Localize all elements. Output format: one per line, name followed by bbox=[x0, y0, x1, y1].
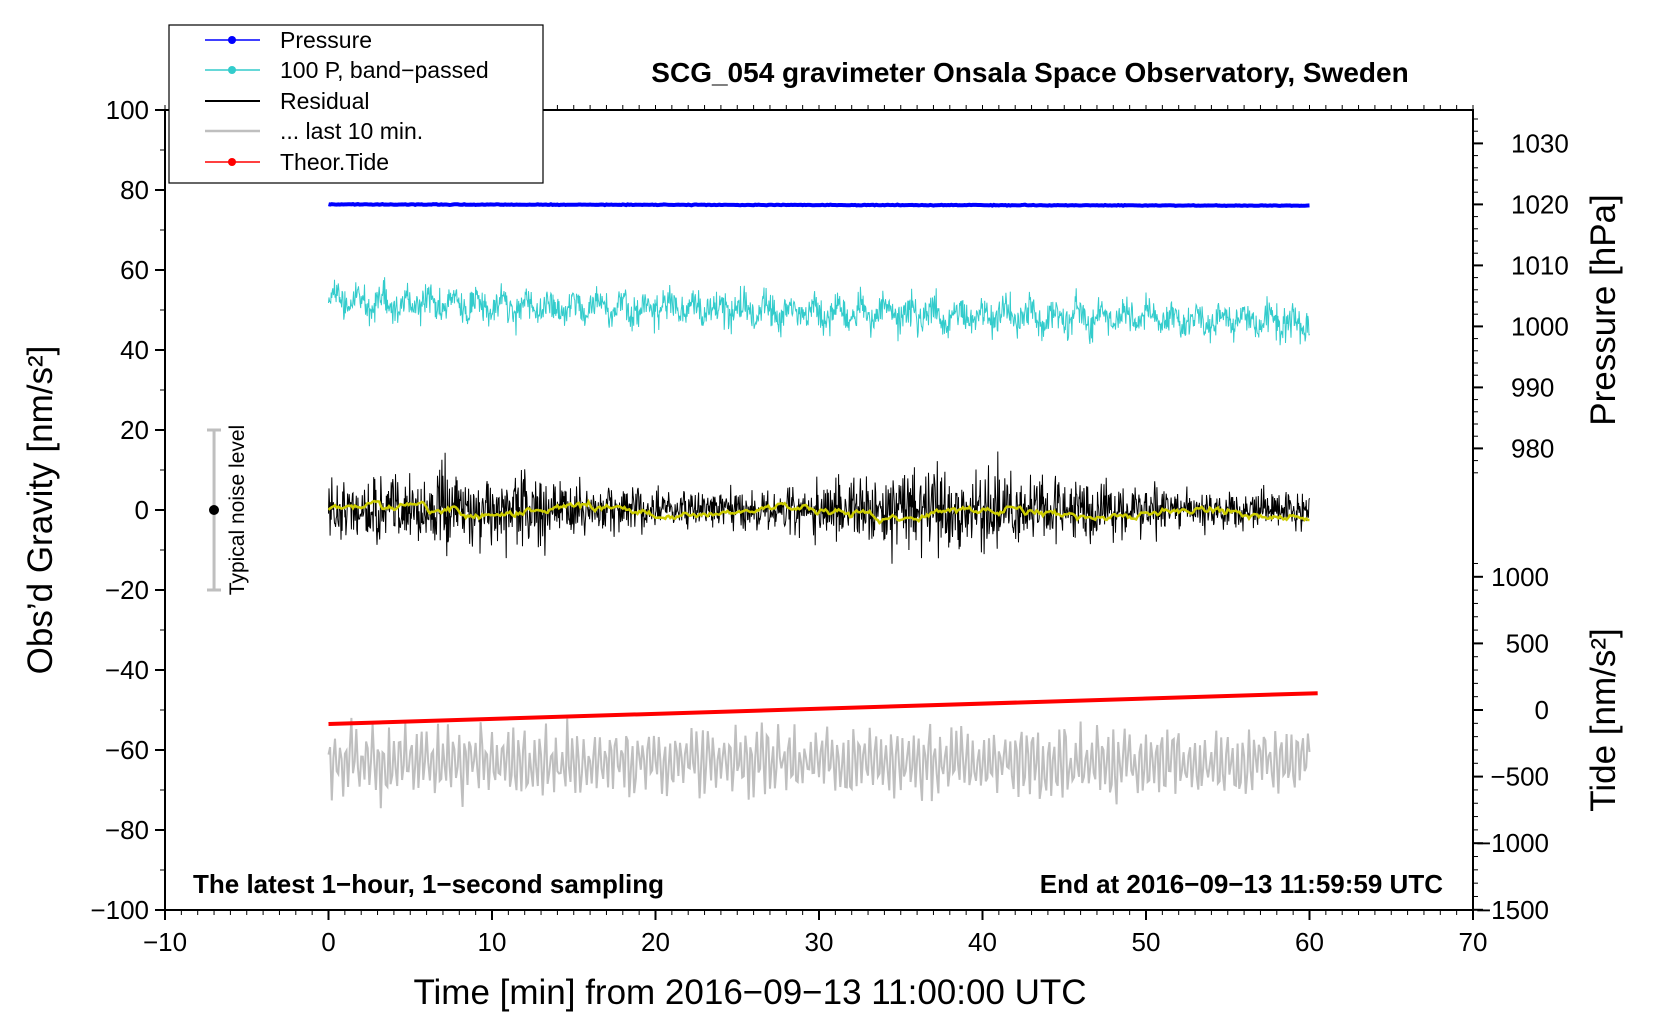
x-tick-label: 20 bbox=[641, 927, 670, 957]
legend-entry-band-passed: 100 P, band−passed bbox=[205, 57, 489, 83]
x-tick-label: 70 bbox=[1459, 927, 1488, 957]
legend-entry-last-10-min: ... last 10 min. bbox=[205, 118, 423, 144]
chart-title: SCG_054 gravimeter Onsala Space Observat… bbox=[651, 57, 1408, 88]
y-tick-label: −100 bbox=[90, 895, 149, 925]
legend-entry-pressure: Pressure bbox=[205, 27, 372, 53]
legend-marker-pressure bbox=[228, 36, 236, 44]
pressure-line bbox=[328, 202, 1310, 208]
y-axis-label-gravity: Obs’d Gravity [nm/s²] bbox=[21, 346, 60, 675]
series-layer bbox=[327, 202, 1318, 809]
band-passed-pressure-line bbox=[328, 277, 1310, 346]
legend-entry-residual: Residual bbox=[205, 88, 370, 114]
y-axis-label-tide: Tide [nm/s²] bbox=[1584, 628, 1623, 811]
pressure-tick-label: 1000 bbox=[1511, 311, 1569, 341]
tide-tick-label: 1000 bbox=[1491, 562, 1549, 592]
tide-tick-label: 0 bbox=[1535, 695, 1549, 725]
tide-tick-label: 500 bbox=[1506, 628, 1549, 658]
y-tick-label: −60 bbox=[105, 735, 149, 765]
y-tick-label: 40 bbox=[120, 335, 149, 365]
pressure-tick-label: 980 bbox=[1511, 433, 1554, 463]
y-tick-label: 80 bbox=[120, 175, 149, 205]
legend-label-last-10-min: ... last 10 min. bbox=[280, 118, 423, 144]
y-tick-label: −80 bbox=[105, 815, 149, 845]
noise-level-label: Typical noise level bbox=[226, 425, 249, 595]
legend-box bbox=[168, 24, 544, 184]
y-tick-label: −20 bbox=[105, 575, 149, 605]
x-tick-label: 40 bbox=[968, 927, 997, 957]
tide-tick-label: −1000 bbox=[1476, 828, 1549, 858]
legend-label-residual: Residual bbox=[280, 88, 370, 114]
annotation-latest-hour: The latest 1−hour, 1−second sampling bbox=[193, 869, 664, 899]
axis-layer: −10 0 10 20 30 40 50 60 70−100−80−60−40−20020406… bbox=[90, 95, 1568, 957]
annotation-end-time: End at 2016−09−13 11:59:59 UTC bbox=[1040, 869, 1443, 899]
y-tick-label: 100 bbox=[106, 95, 149, 125]
y-tick-label: 60 bbox=[120, 255, 149, 285]
pressure-tick-label: 1020 bbox=[1511, 189, 1569, 219]
tide-tick-label: −500 bbox=[1490, 762, 1549, 792]
x-tick-label: 0 bbox=[321, 927, 335, 957]
last-10-min-line bbox=[327, 717, 1311, 809]
x-tick-label: 10 bbox=[478, 927, 507, 957]
pressure-tick-label: 1010 bbox=[1511, 250, 1569, 280]
legend-label-band-passed: 100 P, band−passed bbox=[280, 57, 489, 83]
legend: Pressure 100 P, band−passed Residual ...… bbox=[168, 24, 544, 184]
x-tick-label: −10 bbox=[143, 927, 187, 957]
tide-tick-label: −1500 bbox=[1476, 895, 1549, 925]
legend-entry-tide: Theor.Tide bbox=[205, 149, 389, 175]
theoretical-tide-line bbox=[328, 691, 1318, 726]
y-tick-label: −40 bbox=[105, 655, 149, 685]
y-tick-label: 20 bbox=[120, 415, 149, 445]
legend-label-tide: Theor.Tide bbox=[280, 149, 389, 175]
legend-marker-tide bbox=[228, 158, 236, 166]
noise-level-indicator: Typical noise level bbox=[207, 425, 249, 595]
x-tick-label: 30 bbox=[805, 927, 834, 957]
x-tick-label: 60 bbox=[1295, 927, 1324, 957]
legend-marker-band-passed bbox=[228, 66, 236, 74]
x-axis-label: Time [min] from 2016−09−13 11:00:00 UTC bbox=[413, 973, 1086, 1012]
y-axis-label-pressure: Pressure [hPa] bbox=[1584, 194, 1623, 426]
noise-bar-center-dot bbox=[209, 505, 219, 515]
legend-label-pressure: Pressure bbox=[280, 27, 372, 53]
y-tick-label: 0 bbox=[135, 495, 149, 525]
x-tick-label: 50 bbox=[1132, 927, 1161, 957]
pressure-tick-label: 990 bbox=[1511, 372, 1554, 402]
pressure-tick-label: 1030 bbox=[1511, 128, 1569, 158]
residual-smoothed-line bbox=[327, 498, 1310, 525]
